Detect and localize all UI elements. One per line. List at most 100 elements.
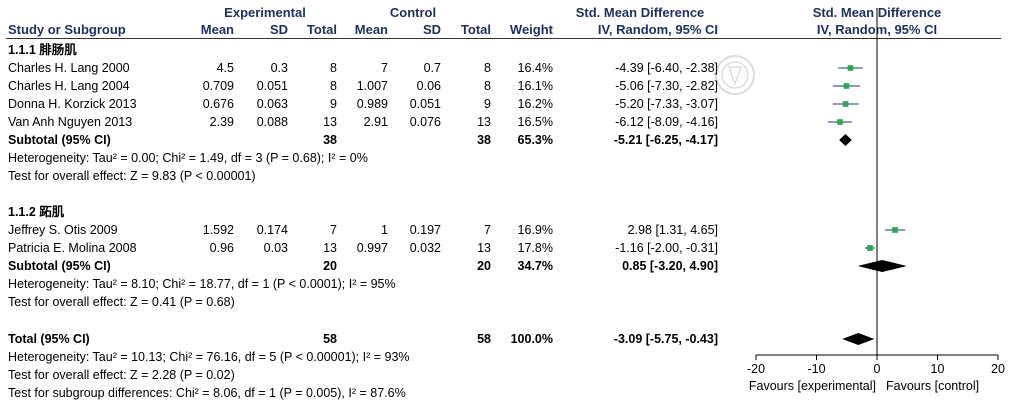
study-mean-e: 0.709 xyxy=(202,79,234,93)
subtotal-diamond xyxy=(839,134,852,146)
x-tick-label: -10 xyxy=(807,362,825,376)
subgroup-title: 1.1.2 跖肌 xyxy=(8,205,65,219)
seal-watermark-icon xyxy=(715,55,755,95)
heterogeneity-text: Heterogeneity: Tau² = 8.10; Chi² = 18.77… xyxy=(8,277,396,291)
study-mean-c: 0.989 xyxy=(356,97,388,111)
study-sd-c: 0.197 xyxy=(409,223,441,237)
study-total-e: 13 xyxy=(323,115,337,129)
total-total-c: 58 xyxy=(477,332,491,346)
total-weight: 100.0% xyxy=(510,332,553,346)
study-weight: 16.2% xyxy=(517,97,553,111)
study-total-c: 13 xyxy=(477,241,491,255)
study-sd-c: 0.076 xyxy=(409,115,441,129)
subtotal-total-e: 38 xyxy=(323,133,337,147)
study-mean-e: 0.676 xyxy=(202,97,234,111)
subtotal-label: Subtotal (95% CI) xyxy=(8,259,111,273)
total-diamond xyxy=(842,333,875,345)
col-total-e-header: Total xyxy=(306,22,337,37)
subtotal-weight: 34.7% xyxy=(517,259,553,273)
study-effect-square xyxy=(867,245,873,251)
total-overall-effect-text: Test for overall effect: Z = 2.28 (P = 0… xyxy=(8,368,235,382)
study-effect-square xyxy=(843,83,850,89)
header-rule xyxy=(6,38,1001,39)
study-sd-e: 0.03 xyxy=(263,241,288,255)
study-weight: 16.5% xyxy=(517,115,553,129)
study-effect-square xyxy=(892,227,898,233)
heterogeneity-text: Heterogeneity: Tau² = 0.00; Chi² = 1.49,… xyxy=(8,151,368,165)
total-total-e: 58 xyxy=(323,332,337,346)
col-mean-c-header: Mean xyxy=(354,22,388,37)
study-total-e: 8 xyxy=(330,61,337,75)
subtotal-weight: 65.3% xyxy=(517,133,553,147)
study-sd-e: 0.088 xyxy=(256,115,288,129)
study-effect-square xyxy=(837,119,843,125)
study-total-c: 7 xyxy=(484,223,491,237)
col-weight-header: Weight xyxy=(509,22,553,37)
study-mean-c: 2.91 xyxy=(363,115,388,129)
study-mean-e: 4.5 xyxy=(216,61,234,75)
study-total-e: 9 xyxy=(330,97,337,111)
subtotal-label: Subtotal (95% CI) xyxy=(8,133,111,147)
overall-effect-text: Test for overall effect: Z = 0.41 (P = 0… xyxy=(8,295,235,309)
study-sd-e: 0.051 xyxy=(256,79,288,93)
study-mean-e: 1.592 xyxy=(202,223,234,237)
study-name: Patricia E. Molina 2008 xyxy=(8,241,137,255)
x-tick-label: 0 xyxy=(874,362,881,376)
study-sd-e: 0.063 xyxy=(256,97,288,111)
study-ci: -6.12 [-8.09, -4.16] xyxy=(615,115,718,129)
col-ci-left-header: IV, Random, 95% CI xyxy=(597,22,718,37)
study-total-e: 8 xyxy=(330,79,337,93)
study-sd-c: 0.051 xyxy=(409,97,441,111)
study-total-e: 13 xyxy=(323,241,337,255)
favours-experimental-label: Favours [experimental] xyxy=(749,379,876,393)
total-heterogeneity-text: Heterogeneity: Tau² = 10.13; Chi² = 76.1… xyxy=(8,350,410,364)
study-sd-c: 0.06 xyxy=(416,79,441,93)
study-weight: 16.1% xyxy=(517,79,553,93)
study-sd-c: 0.7 xyxy=(423,61,441,75)
subtotal-diamond xyxy=(857,260,907,272)
study-ci: -4.39 [-6.40, -2.38] xyxy=(615,61,718,75)
study-name: Charles H. Lang 2000 xyxy=(8,61,130,75)
study-weight: 16.4% xyxy=(517,61,553,75)
study-name: Charles H. Lang 2004 xyxy=(8,79,130,93)
study-ci: -1.16 [-2.00, -0.31] xyxy=(615,241,718,255)
total-label: Total (95% CI) xyxy=(8,332,90,346)
x-tick-label: -20 xyxy=(747,362,765,376)
subgroup-differences-text: Test for subgroup differences: Chi² = 8.… xyxy=(8,386,406,400)
study-sd-e: 0.3 xyxy=(270,61,288,75)
x-tick-label: 20 xyxy=(991,362,1005,376)
col-total-c-header: Total xyxy=(460,22,491,37)
col-study-header: Study or Subgroup xyxy=(8,22,126,37)
overall-effect-text: Test for overall effect: Z = 9.83 (P < 0… xyxy=(8,169,256,183)
study-sd-c: 0.032 xyxy=(409,241,441,255)
study-weight: 16.9% xyxy=(517,223,553,237)
study-name: Van Anh Nguyen 2013 xyxy=(8,115,133,129)
control-group-header: Control xyxy=(389,5,437,20)
study-total-e: 7 xyxy=(330,223,337,237)
study-name: Jeffrey S. Otis 2009 xyxy=(8,223,118,237)
study-mean-e: 2.39 xyxy=(209,115,234,129)
study-total-c: 9 xyxy=(484,97,491,111)
study-ci: -5.20 [-7.33, -3.07] xyxy=(615,97,718,111)
study-ci: -5.06 [-7.30, -2.82] xyxy=(615,79,718,93)
col-sd-e-header: SD xyxy=(269,22,288,37)
smd-left-header: Std. Mean Difference xyxy=(575,5,705,20)
x-tick-label: 10 xyxy=(931,362,945,376)
subtotal-total-c: 38 xyxy=(477,133,491,147)
col-sd-c-header: SD xyxy=(422,22,441,37)
study-mean-c: 1.007 xyxy=(356,79,388,93)
study-mean-c: 0.997 xyxy=(356,241,388,255)
study-ci: 2.98 [1.31, 4.65] xyxy=(627,223,718,237)
study-mean-c: 7 xyxy=(381,61,388,75)
total-ci: -3.09 [-5.75, -0.43] xyxy=(613,332,718,346)
favours-control-label: Favours [control] xyxy=(886,379,979,393)
experimental-group-header: Experimental xyxy=(224,5,306,20)
study-weight: 17.8% xyxy=(517,241,553,255)
study-mean-c: 1 xyxy=(381,223,388,237)
col-mean-e-header: Mean xyxy=(200,22,234,37)
study-name: Donna H. Korzick 2013 xyxy=(8,97,137,111)
subtotal-ci: 0.85 [-3.20, 4.90] xyxy=(622,259,718,273)
study-effect-square xyxy=(847,65,854,71)
study-total-c: 8 xyxy=(484,61,491,75)
